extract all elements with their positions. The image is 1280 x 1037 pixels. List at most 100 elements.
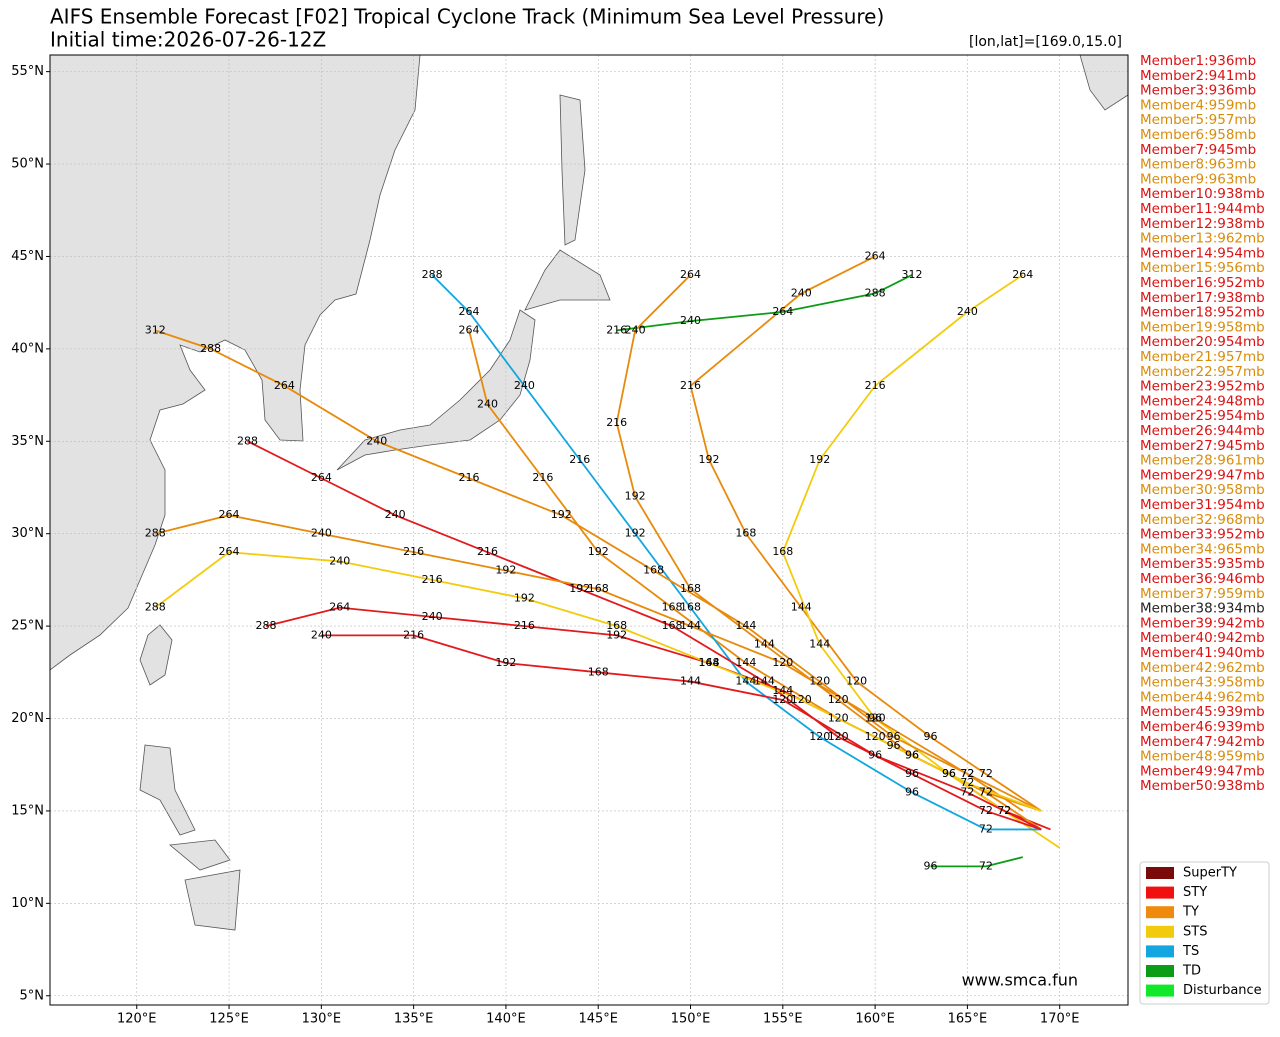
track-line xyxy=(321,634,1042,831)
taiwan xyxy=(139,624,173,686)
track-line xyxy=(616,274,913,332)
y-tick-label: 50°N xyxy=(11,157,44,172)
hour-label: 120 xyxy=(828,730,849,743)
chart-subtitle: Initial time:2026-07-26-12Z xyxy=(50,28,326,52)
legend-swatch xyxy=(1146,925,1174,938)
hour-label: 264 xyxy=(311,471,332,484)
track-line xyxy=(615,274,1042,831)
hour-label: 264 xyxy=(1012,268,1033,281)
member-label: Member8:963mb xyxy=(1140,157,1256,173)
y-tick-label: 20°N xyxy=(11,711,44,726)
hour-label: 96 xyxy=(923,730,937,743)
hour-label: 144 xyxy=(735,619,756,632)
legend-label: STS xyxy=(1183,924,1207,939)
hour-label: 120 xyxy=(865,712,886,725)
hour-label: 96 xyxy=(905,785,919,798)
member-label: Member33:952mb xyxy=(1140,527,1265,543)
hour-label: 72 xyxy=(979,767,993,780)
hour-label: 168 xyxy=(588,582,609,595)
hour-label: 264 xyxy=(459,323,480,336)
member-label: Member49:947mb xyxy=(1140,763,1265,779)
hour-label: 240 xyxy=(385,508,406,521)
member-label: Member11:944mb xyxy=(1140,201,1265,217)
legend-label: TY xyxy=(1182,905,1199,920)
member-label: Member6:958mb xyxy=(1140,127,1256,143)
hour-label: 144 xyxy=(735,656,756,669)
hour-label: 120 xyxy=(809,675,830,688)
hour-label: 192 xyxy=(495,564,516,577)
member-label: Member24:948mb xyxy=(1140,393,1265,409)
member-label: Member36:946mb xyxy=(1140,571,1265,587)
chart-title: AIFS Ensemble Forecast [F02] Tropical Cy… xyxy=(50,5,884,29)
hour-label: 96 xyxy=(905,748,919,761)
x-tick-label: 130°E xyxy=(302,1012,342,1027)
hour-label: 120 xyxy=(772,656,793,669)
member-label: Member21:957mb xyxy=(1140,349,1265,365)
member-label: Member37:959mb xyxy=(1140,586,1265,602)
member-label: Member9:963mb xyxy=(1140,171,1256,187)
japan xyxy=(336,309,536,471)
member-label: Member44:962mb xyxy=(1140,689,1265,705)
hour-label: 96 xyxy=(923,859,937,872)
hour-label: 216 xyxy=(403,628,424,641)
hour-label: 288 xyxy=(145,527,166,540)
y-tick-label: 55°N xyxy=(11,64,44,79)
hour-label: 72 xyxy=(960,785,974,798)
hour-label: 72 xyxy=(960,776,974,789)
hour-label: 216 xyxy=(569,453,590,466)
hour-label: 120 xyxy=(772,693,793,706)
hour-label: 216 xyxy=(606,323,627,336)
hour-label: 144 xyxy=(754,638,775,651)
hour-label: 216 xyxy=(403,545,424,558)
luzon xyxy=(139,744,196,836)
x-tick-label: 145°E xyxy=(578,1012,618,1027)
track-line xyxy=(689,255,1042,812)
x-tick-label: 165°E xyxy=(948,1012,988,1027)
hour-label: 264 xyxy=(219,545,240,558)
hour-label: 264 xyxy=(329,601,350,614)
hour-label: 288 xyxy=(422,268,443,281)
hour-label: 96 xyxy=(905,767,919,780)
member-label: Member39:942mb xyxy=(1140,615,1265,631)
legend-swatch xyxy=(1146,867,1174,879)
hour-label: 120 xyxy=(865,730,886,743)
y-tick-label: 40°N xyxy=(11,341,44,356)
legend-swatch xyxy=(1146,945,1174,958)
member-label: Member50:938mb xyxy=(1140,778,1265,794)
hour-label: 288 xyxy=(237,434,258,447)
annotation: [lon,lat]=[169.0,15.0] xyxy=(969,34,1122,50)
y-tick-label: 15°N xyxy=(11,803,44,818)
hour-label: 216 xyxy=(514,619,535,632)
hour-label: 240 xyxy=(957,305,978,318)
legend-label: STY xyxy=(1183,885,1207,900)
member-label: Member28:961mb xyxy=(1140,453,1265,469)
member-label: Member22:957mb xyxy=(1140,364,1265,380)
member-label: Member18:952mb xyxy=(1140,305,1265,321)
legend-swatch xyxy=(1146,886,1174,899)
track-line xyxy=(154,551,1042,812)
hour-label: 168 xyxy=(680,601,701,614)
hour-label: 72 xyxy=(979,785,993,798)
member-label: Member20:954mb xyxy=(1140,334,1265,350)
member-label: Member15:956mb xyxy=(1140,260,1265,276)
legend-label: Disturbance xyxy=(1183,983,1262,998)
legend-label: TD xyxy=(1182,964,1201,979)
hour-label: 120 xyxy=(828,712,849,725)
x-tick-label: 150°E xyxy=(671,1012,711,1027)
hour-label: 144 xyxy=(791,601,812,614)
legend-label: TS xyxy=(1182,944,1199,959)
y-tick-label: 5°N xyxy=(20,988,45,1003)
hour-label: 216 xyxy=(422,573,443,586)
hour-label: 240 xyxy=(329,554,350,567)
hour-label: 96 xyxy=(905,748,919,761)
member-label: Member40:942mb xyxy=(1140,630,1265,646)
hour-label: 168 xyxy=(662,619,683,632)
member-label: Member27:945mb xyxy=(1140,438,1265,454)
y-tick-label: 25°N xyxy=(11,619,44,634)
hour-label: 216 xyxy=(680,379,701,392)
member-label: Member5:957mb xyxy=(1140,112,1256,128)
hour-label: 144 xyxy=(772,684,793,697)
member-label: Member17:938mb xyxy=(1140,290,1265,306)
legend-swatch xyxy=(1146,984,1174,997)
hour-label: 192 xyxy=(588,545,609,558)
